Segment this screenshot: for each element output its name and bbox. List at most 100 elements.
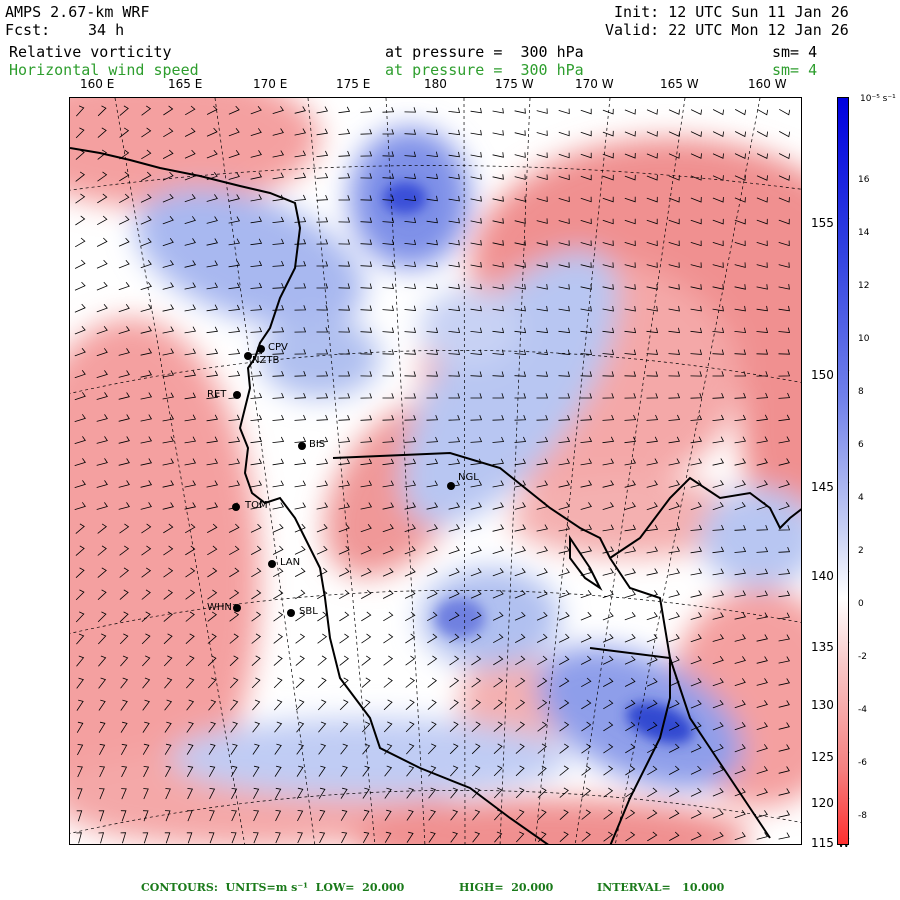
wind-barb [251, 633, 261, 644]
wind-barb [580, 546, 593, 554]
wind-barb [228, 238, 241, 246]
wind-barb [253, 832, 259, 844]
wind-barb [624, 677, 636, 687]
wind-barb [97, 215, 108, 226]
wind-barb [580, 152, 592, 159]
wind-barb [756, 656, 768, 664]
wind-barb [448, 589, 460, 599]
wind-barb [165, 765, 172, 777]
wind-barb [362, 809, 370, 821]
wind-barb [558, 393, 571, 399]
wind-barb [624, 109, 636, 115]
wind-barb [404, 261, 417, 268]
wind-barb [404, 414, 417, 421]
wind-barb [472, 787, 481, 799]
wind-barb [602, 108, 614, 115]
wind-barb [756, 546, 769, 553]
wind-barb [514, 458, 527, 466]
wind-barb [295, 633, 306, 644]
wind-barb [756, 371, 769, 377]
wind-barb [778, 656, 791, 664]
wind-barb [756, 262, 768, 268]
wind-barb [404, 524, 416, 532]
wind-barb [250, 523, 262, 533]
wind-barb [404, 217, 417, 224]
wind-barb [360, 371, 373, 377]
wind-barb [142, 655, 151, 667]
wind-barb [252, 699, 261, 711]
wind-barb [206, 172, 218, 181]
wind-barb [624, 633, 636, 643]
wind-barb [251, 611, 262, 622]
wind-barb [470, 107, 482, 114]
wind-barb [756, 240, 768, 247]
wind-barb [580, 611, 592, 621]
wind-barb [492, 414, 505, 421]
wind-barb [274, 743, 282, 755]
wind-barb [162, 392, 175, 400]
wind-barb [384, 831, 392, 843]
wind-barb [77, 766, 83, 778]
wind-barb [96, 326, 108, 335]
wind-barb [142, 699, 150, 711]
forecast-value: 34 h [88, 21, 125, 39]
wind-barb [449, 743, 459, 755]
wind-barb [382, 217, 395, 223]
wind-barb [97, 611, 107, 623]
wind-barb [712, 196, 724, 203]
wind-barb [448, 458, 461, 466]
wind-barb [515, 677, 526, 688]
wind-barb [140, 237, 152, 247]
wind-barb [558, 546, 570, 554]
wind-barb [470, 414, 483, 421]
wind-barb [272, 304, 285, 311]
wind-barb [492, 174, 504, 180]
wind-barb [272, 502, 285, 510]
wind-barb [602, 218, 614, 225]
wind-barb [75, 567, 85, 578]
wind-barb [536, 458, 549, 466]
wind-barb [690, 175, 702, 181]
wind-barb [734, 392, 747, 399]
wind-barb [186, 743, 194, 755]
wind-barb [252, 743, 260, 755]
wind-barb [559, 765, 569, 776]
wind-barb [778, 568, 791, 575]
wind-barb [646, 262, 658, 268]
wind-barb [690, 305, 702, 312]
wind-barb [207, 611, 217, 622]
wind-barb [646, 414, 659, 421]
wind-barb [297, 810, 304, 822]
wind-barb [558, 524, 571, 532]
wind-barb [141, 105, 152, 116]
wind-barb [448, 524, 460, 532]
wind-barb [404, 480, 417, 488]
wind-barb [404, 371, 417, 377]
wind-barb [558, 458, 571, 466]
wind-barb [712, 392, 725, 399]
wind-barb [778, 305, 790, 312]
wind-barb [668, 284, 680, 290]
wind-barb [492, 589, 504, 599]
wind-barb [448, 349, 461, 355]
wind-barb [646, 174, 658, 181]
wind-barb [316, 371, 329, 377]
wind-barb [184, 414, 197, 422]
wind-barb [76, 655, 85, 667]
wind-barb [559, 677, 570, 688]
wind-barb [646, 196, 658, 203]
wind-barb [250, 480, 263, 488]
wind-barb [228, 105, 240, 115]
wind-barb [624, 371, 637, 377]
wind-barb [493, 677, 504, 688]
wind-barb [140, 282, 152, 290]
wind-barb [250, 326, 263, 333]
wind-barb [382, 524, 394, 533]
wind-barb [668, 392, 681, 399]
wind-barb [360, 393, 373, 399]
wind-barb [778, 612, 791, 620]
wind-barb [120, 832, 127, 844]
wind-barb [140, 260, 152, 269]
wind-barb [779, 108, 791, 116]
vorticity-map[interactable] [69, 97, 802, 845]
